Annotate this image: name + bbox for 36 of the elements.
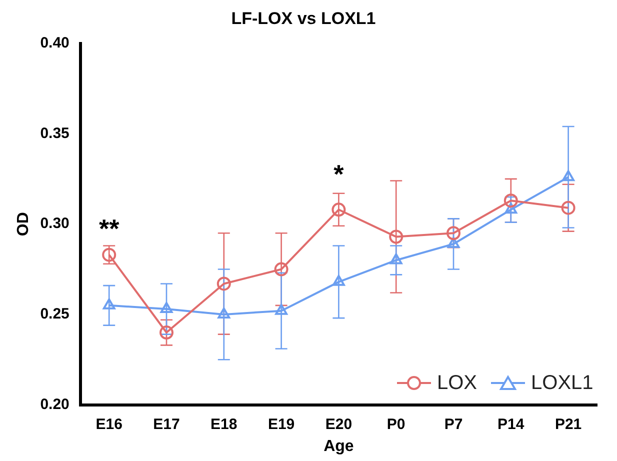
y-axis-title: OD [15,212,32,236]
point [332,274,345,286]
y-tick-label: 0.30 [40,215,70,232]
annotation: * [334,159,345,190]
x-tick-label: E17 [153,416,180,433]
y-tick-label: 0.25 [40,306,70,323]
y-tick-label: 0.35 [40,124,70,142]
point [390,253,402,264]
legend-label: LOXL1 [531,372,594,395]
point [160,302,173,314]
point [504,202,518,214]
x-tick-label: P14 [498,416,525,433]
x-tick-label: E18 [210,416,238,433]
x-tick-label: P7 [444,416,463,433]
y-tick-label: 0.40 [40,34,70,52]
legend-label: LOX [437,372,478,395]
point [216,276,231,291]
x-tick-label: E20 [325,416,352,433]
x-tick-label: P21 [554,416,582,433]
point [274,262,288,276]
x-tick-label: E16 [96,416,122,433]
point [389,230,404,244]
point [102,298,116,310]
y-tick-label: 0.20 [40,396,70,413]
x-tick-label: E19 [268,416,295,433]
chart-title: LF-LOX vs LOXL1 [231,8,376,28]
point [332,202,346,217]
annotation: ** [98,213,120,244]
point [504,194,518,208]
point [447,236,460,248]
point [561,200,576,215]
x-tick-label: P0 [386,416,406,433]
point [446,226,460,240]
x-axis-title: Age [324,438,354,455]
point [275,304,288,315]
point [218,307,230,318]
